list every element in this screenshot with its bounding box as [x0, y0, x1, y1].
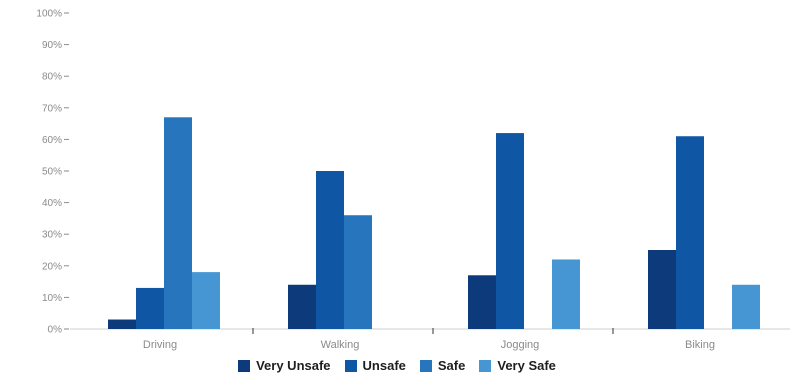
bars: [108, 117, 760, 329]
legend-item-unsafe: Unsafe: [345, 358, 406, 373]
bar-unsafe-driving: [136, 288, 164, 329]
bar-very-safe-jogging: [552, 259, 580, 329]
legend-label: Unsafe: [363, 358, 406, 373]
y-tick-label: 100%: [36, 9, 62, 20]
y-tick-label: 40%: [42, 198, 62, 209]
y-tick-label: 80%: [42, 72, 62, 83]
y-tick-label: 70%: [42, 103, 62, 114]
legend-label: Very Safe: [497, 358, 556, 373]
y-tick-label: 30%: [42, 230, 62, 241]
legend: Very Unsafe Unsafe Safe Very Safe: [0, 358, 794, 373]
y-tick-label: 50%: [42, 167, 62, 178]
y-tick-label: 60%: [42, 135, 62, 146]
x-category-label: Walking: [321, 339, 360, 351]
x-category-label: Biking: [685, 339, 715, 351]
bar-unsafe-jogging: [496, 133, 524, 329]
y-tick-label: 90%: [42, 40, 62, 51]
legend-label: Safe: [438, 358, 465, 373]
bar-very-safe-biking: [732, 285, 760, 329]
legend-item-safe: Safe: [420, 358, 465, 373]
bar-unsafe-biking: [676, 136, 704, 329]
y-tick-label: 20%: [42, 261, 62, 272]
x-axis: Driving Walking Jogging Biking: [70, 328, 790, 351]
bar-very-unsafe-walking: [288, 285, 316, 329]
y-tick-label: 0%: [48, 325, 63, 336]
chart-svg: 0% 10% 20% 30% 40% 50% 60% 70% 80% 90% 100% Drivin…: [0, 0, 794, 360]
bar-very-unsafe-jogging: [468, 275, 496, 329]
bar-very-safe-driving: [192, 272, 220, 329]
legend-item-very-safe: Very Safe: [479, 358, 556, 373]
legend-label: Very Unsafe: [256, 358, 330, 373]
legend-swatch: [420, 360, 432, 372]
bar-very-unsafe-biking: [648, 250, 676, 329]
y-tick-label: 10%: [42, 293, 62, 304]
x-category-label: Driving: [143, 339, 177, 351]
bar-very-unsafe-driving: [108, 320, 136, 329]
x-category-label: Jogging: [501, 339, 540, 351]
legend-swatch: [238, 360, 250, 372]
legend-swatch: [479, 360, 491, 372]
legend-swatch: [345, 360, 357, 372]
bar-safe-driving: [164, 117, 192, 329]
legend-item-very-unsafe: Very Unsafe: [238, 358, 330, 373]
bar-safe-walking: [344, 215, 372, 329]
bar-unsafe-walking: [316, 171, 344, 329]
y-axis: 0% 10% 20% 30% 40% 50% 60% 70% 80% 90% 100%: [36, 9, 69, 336]
